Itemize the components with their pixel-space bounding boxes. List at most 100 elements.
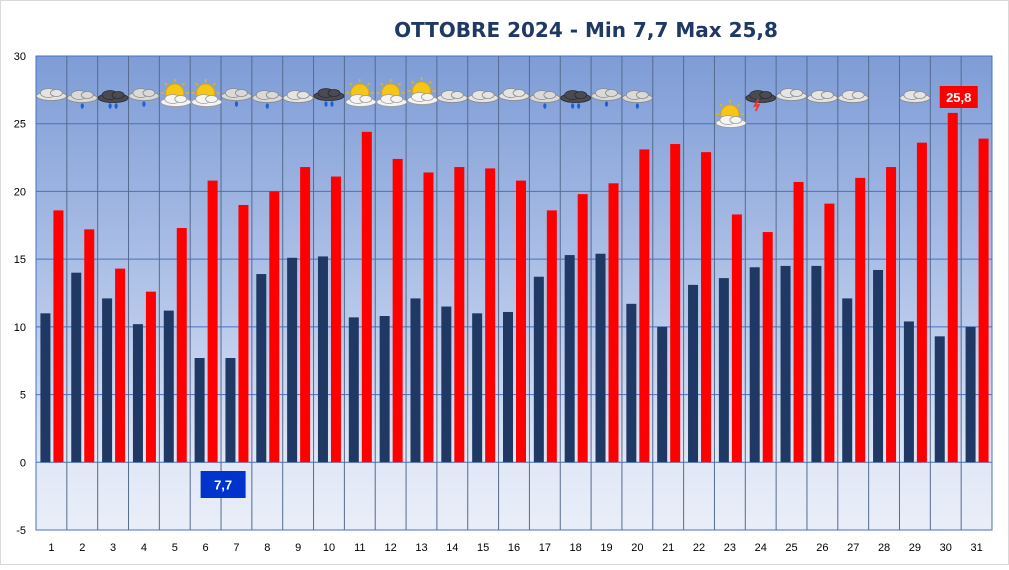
raindrop <box>234 101 239 107</box>
cloud-shape <box>543 91 557 99</box>
x-tick-label: 24 <box>755 542 767 554</box>
max-bar <box>793 181 804 463</box>
max-bar <box>855 177 866 463</box>
min-bar <box>225 358 236 463</box>
cloud-shape <box>820 91 834 99</box>
y-tick-label: 25 <box>14 119 26 131</box>
x-tick-label: 28 <box>878 542 890 554</box>
sun-ray <box>212 82 217 86</box>
cloud-icon <box>899 90 931 103</box>
cloud-shape <box>327 89 341 97</box>
min-bar <box>688 284 699 463</box>
min-bar <box>40 313 51 463</box>
x-axis: 1 2 3 4 5 6 7 8 9 10 11 12 13 14 15 16 17 18 19 20 21 22 23 24 2… <box>48 542 982 554</box>
y-tick-label: 10 <box>14 322 26 334</box>
cloud-shape <box>729 116 743 124</box>
x-tick-label: 26 <box>816 542 828 554</box>
x-tick-label: 16 <box>508 542 520 554</box>
max-bar <box>454 167 465 463</box>
x-tick-label: 4 <box>141 542 147 554</box>
max-bar <box>176 227 187 463</box>
y-tick-label: 15 <box>14 254 26 266</box>
y-tick-label: -5 <box>16 525 26 537</box>
annotations: 7,7 25,8 <box>200 86 978 498</box>
thunder-icon <box>745 90 777 112</box>
min-bar <box>934 336 945 463</box>
cloud-shape <box>296 91 310 99</box>
raindrop <box>324 101 328 107</box>
storm-rain-icon <box>313 88 345 107</box>
rain-icon <box>529 90 561 109</box>
cloud-icon <box>282 90 314 103</box>
cloud-shape <box>142 89 156 97</box>
cloud-shape <box>605 89 618 97</box>
label-box <box>939 86 978 108</box>
min-bar <box>256 274 267 463</box>
max-bar <box>53 210 64 463</box>
x-tick-label: 3 <box>110 542 116 554</box>
min-bar <box>903 321 914 463</box>
bar-series <box>40 112 989 463</box>
max-bar <box>300 167 311 463</box>
x-tick-label: 23 <box>724 542 736 554</box>
cloud-shape <box>574 91 588 99</box>
min-bar <box>626 303 637 463</box>
raindrop <box>571 103 575 109</box>
sun-ray <box>428 80 432 84</box>
sun-cloud-icon <box>191 79 223 107</box>
storm-rain-icon <box>560 90 592 109</box>
x-tick-label: 19 <box>600 542 612 554</box>
min-bar <box>348 317 359 463</box>
min-bar <box>564 255 575 463</box>
min-bar <box>441 306 452 463</box>
max-bar <box>238 204 249 463</box>
sun-ray <box>367 82 371 86</box>
cloud-shape <box>421 93 434 101</box>
sun-cloud-icon <box>345 79 377 107</box>
min-bar <box>410 298 421 463</box>
x-tick-label: 20 <box>631 542 643 554</box>
x-tick-label: 21 <box>662 542 674 554</box>
max-bar <box>423 172 434 463</box>
x-tick-label: 11 <box>354 542 365 554</box>
min-bar <box>317 256 328 463</box>
cloud-icon <box>776 88 807 101</box>
max-bar <box>701 152 712 463</box>
label-text: 7,7 <box>214 478 232 493</box>
max-bar <box>361 131 372 463</box>
cloud-shape <box>265 91 279 99</box>
min-bar <box>379 316 390 463</box>
x-tick-label: 14 <box>446 542 458 554</box>
rain-icon <box>221 88 252 107</box>
cloud-icon <box>498 88 530 101</box>
rain-icon <box>621 90 653 109</box>
cloud-icon <box>467 90 499 103</box>
sun-ray <box>182 82 186 86</box>
x-tick-label: 17 <box>539 542 551 554</box>
max-bar <box>670 144 681 463</box>
raindrop <box>330 101 334 107</box>
cloud-shape <box>390 95 404 103</box>
rain-icon <box>591 88 622 107</box>
weather-icons <box>36 77 931 128</box>
x-tick-label: 2 <box>79 542 85 554</box>
max-bar <box>978 138 989 463</box>
sun-cloud-icon <box>160 79 192 107</box>
min-bar <box>811 265 822 463</box>
min-bar <box>503 311 513 463</box>
y-tick-label: 30 <box>14 51 26 63</box>
min-bar <box>595 253 606 463</box>
min-bar <box>718 278 729 463</box>
cloud-icon <box>36 88 67 101</box>
x-tick-label: 31 <box>970 542 982 554</box>
max-bar <box>546 210 557 463</box>
min-bar <box>71 272 82 463</box>
cloud-shape <box>111 91 125 99</box>
label-text: 25,8 <box>946 90 971 105</box>
max-bar <box>392 158 403 463</box>
min-bar <box>533 276 544 463</box>
max-bar <box>731 214 742 463</box>
sun-ray <box>737 103 741 107</box>
min-bar <box>472 313 483 463</box>
